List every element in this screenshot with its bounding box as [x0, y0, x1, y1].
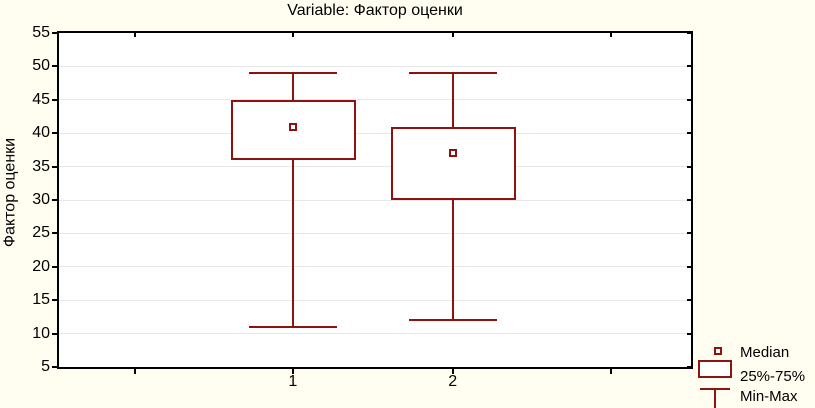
whisker-cap-min	[248, 325, 337, 328]
y-tick-right	[687, 98, 691, 101]
iqr-box	[390, 126, 516, 200]
y-tick-label: 10	[32, 324, 50, 342]
gridline	[59, 132, 691, 134]
x-tick	[291, 369, 294, 374]
whisker-cap-min	[408, 319, 497, 322]
plot-area	[57, 31, 693, 369]
legend-label-minmax: Min-Max	[740, 388, 798, 405]
legend-min-max-whisker-icon	[700, 388, 730, 390]
y-tick-right	[687, 232, 691, 235]
y-tick	[52, 165, 57, 168]
median-marker	[288, 122, 297, 131]
legend-median-marker-icon	[714, 347, 722, 355]
x-tick-label: 1	[288, 373, 298, 390]
y-tick	[52, 366, 57, 368]
whisker-cap-max	[408, 72, 497, 75]
y-tick	[52, 132, 57, 135]
y-tick	[52, 332, 57, 335]
x-tick	[133, 369, 136, 374]
whisker-cap-max	[248, 72, 337, 75]
x-tick-top	[451, 33, 454, 37]
y-tick-right	[687, 299, 691, 302]
gridline	[59, 99, 691, 101]
gridline	[59, 266, 691, 268]
gridline	[59, 199, 691, 201]
y-tick-label: 5	[41, 358, 50, 375]
y-tick-right	[687, 366, 691, 367]
y-tick-right	[687, 165, 691, 168]
x-tick	[451, 369, 454, 374]
y-tick-label: 35	[32, 157, 50, 175]
median-marker	[448, 149, 457, 158]
gridline	[59, 166, 691, 168]
y-tick	[52, 32, 57, 34]
y-tick-right	[687, 65, 691, 68]
y-tick-label: 45	[32, 90, 50, 108]
y-tick	[52, 65, 57, 68]
gridline	[59, 333, 691, 335]
y-tick-label: 25	[32, 224, 50, 242]
y-tick	[52, 265, 57, 268]
x-tick-top	[610, 33, 613, 37]
y-tick-label: 55	[32, 24, 50, 41]
legend-label-median: Median	[740, 344, 790, 361]
x-tick-label: 2	[448, 373, 458, 390]
y-tick-label: 50	[32, 57, 50, 75]
y-tick-right	[687, 33, 691, 34]
legend-min-max-whisker-icon	[714, 388, 716, 408]
gridline	[59, 232, 691, 234]
y-tick	[52, 98, 57, 101]
y-tick-label: 30	[32, 191, 50, 208]
whisker-line	[291, 73, 294, 327]
x-tick	[610, 369, 613, 374]
legend-label-iqr: 25%-75%	[740, 368, 806, 385]
y-tick	[52, 232, 57, 235]
y-tick-right	[687, 132, 691, 135]
y-tick-right	[687, 332, 691, 335]
y-tick-label: 40	[32, 124, 50, 142]
chart-title: Variable: Фактор оценки	[287, 2, 463, 19]
y-tick	[52, 199, 57, 201]
y-tick-right	[687, 265, 691, 268]
y-tick	[52, 299, 57, 302]
x-tick-top	[291, 33, 294, 37]
y-tick-label: 20	[32, 257, 50, 275]
legend-iqr-box-icon	[698, 360, 732, 378]
x-tick-top	[133, 33, 136, 37]
gridline	[59, 65, 691, 67]
y-tick-right	[687, 199, 691, 201]
y-tick-label: 15	[32, 291, 50, 309]
gridline	[59, 299, 691, 301]
